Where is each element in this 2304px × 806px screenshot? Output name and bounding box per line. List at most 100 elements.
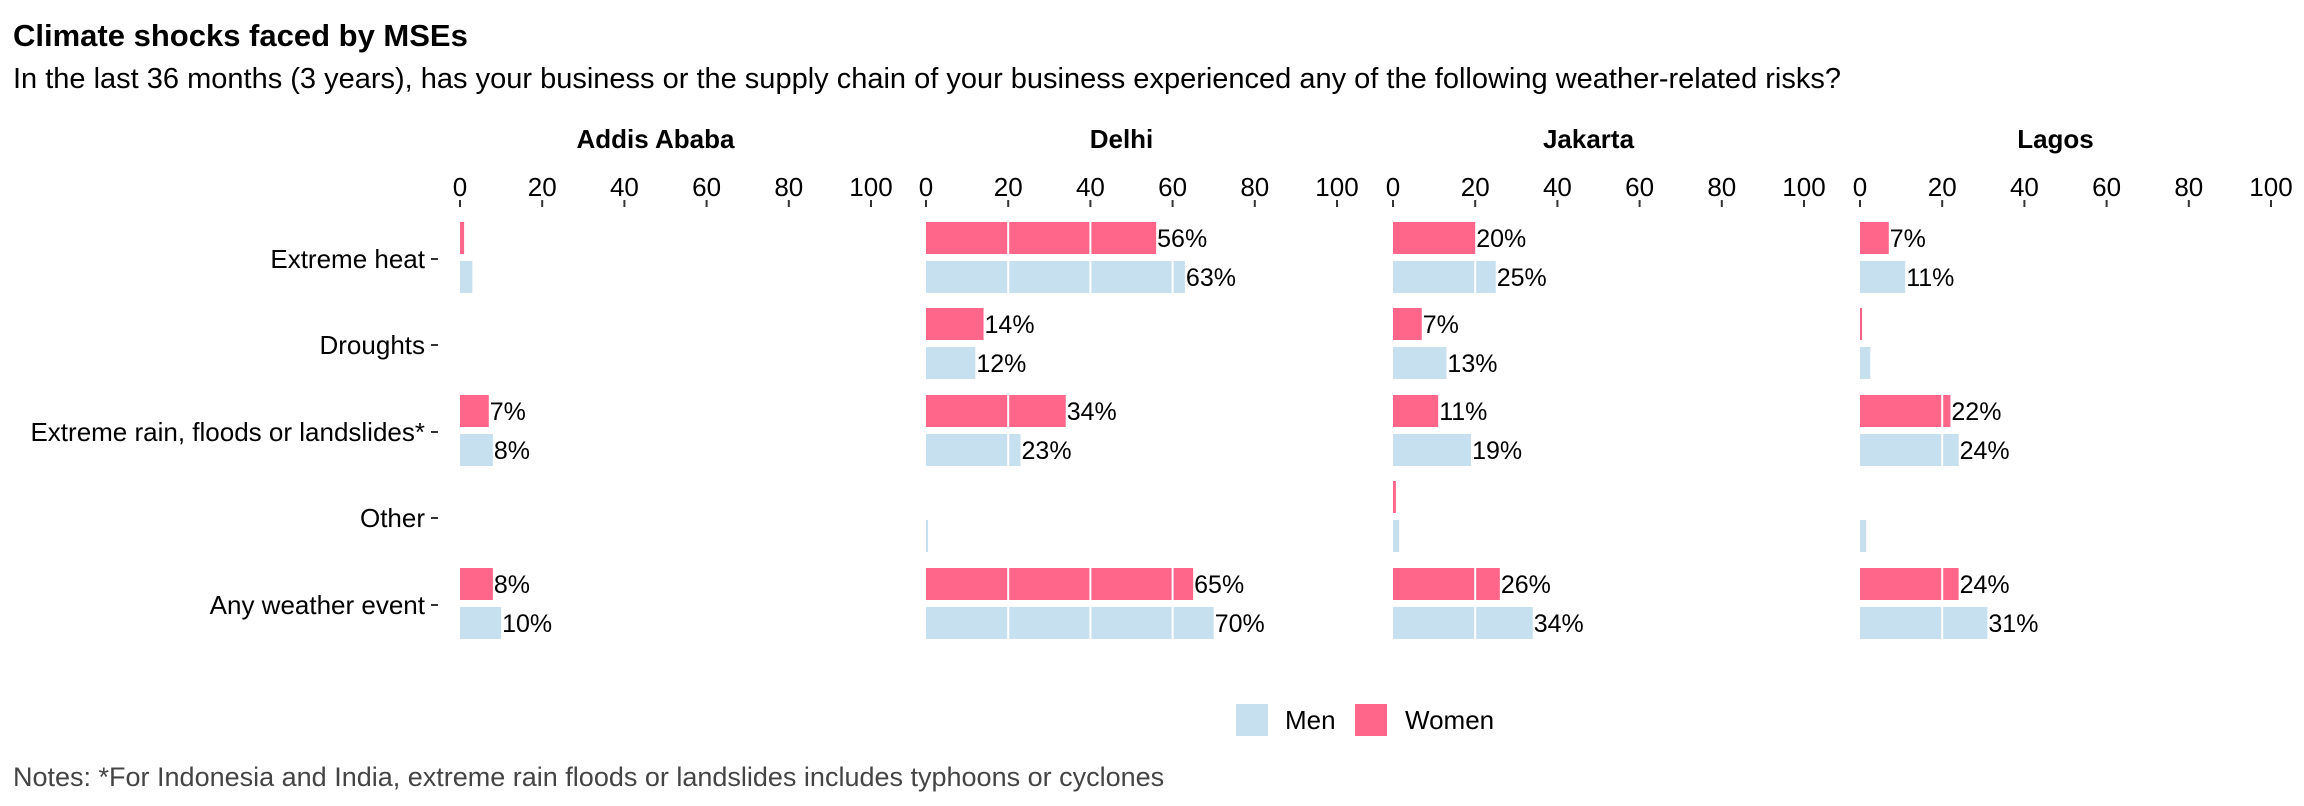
- bar-women: [1860, 568, 1959, 600]
- data-label: 34%: [1067, 398, 1117, 426]
- data-label: 11%: [1906, 264, 1954, 292]
- x-tick-label: 100: [849, 172, 892, 202]
- bar-women: [460, 395, 489, 427]
- bar-men: [1393, 520, 1400, 552]
- bar-men: [460, 607, 502, 639]
- data-label: 22%: [1951, 398, 2001, 426]
- legend-label: Men: [1285, 705, 1336, 735]
- x-tick-label: 40: [1076, 172, 1105, 202]
- data-label: 24%: [1960, 571, 2010, 599]
- data-label: 12%: [976, 350, 1026, 378]
- data-label: 25%: [1497, 264, 1547, 292]
- bar-women: [1393, 568, 1500, 600]
- bar-men: [926, 520, 929, 552]
- data-label: 70%: [1215, 610, 1265, 638]
- data-label: 31%: [1988, 610, 2038, 638]
- bar-men: [926, 607, 1214, 639]
- bar-men: [926, 434, 1021, 466]
- bar-men: [1393, 261, 1496, 293]
- x-tick-label: 40: [610, 172, 639, 202]
- x-tick-label: 60: [2092, 172, 2121, 202]
- x-tick-label: 60: [692, 172, 721, 202]
- bar-women: [926, 395, 1066, 427]
- x-tick-label: 0: [453, 172, 467, 202]
- data-label: 23%: [1022, 437, 1072, 465]
- x-tick-label: 80: [1240, 172, 1269, 202]
- bar-women: [1860, 222, 1889, 254]
- x-tick-label: 20: [528, 172, 557, 202]
- bar-men: [926, 347, 976, 379]
- data-label: 56%: [1157, 225, 1207, 253]
- data-label: 34%: [1534, 610, 1584, 638]
- data-label: 20%: [1476, 225, 1526, 253]
- legend-key-women: [1355, 704, 1387, 736]
- y-tick-label: Any weather event: [210, 590, 426, 620]
- x-tick-label: 100: [1315, 172, 1358, 202]
- x-tick-label: 80: [2174, 172, 2203, 202]
- bar-men: [1860, 347, 1871, 379]
- data-label: 10%: [502, 610, 552, 638]
- data-label: 63%: [1186, 264, 1236, 292]
- legend-key-men: [1236, 704, 1268, 736]
- bar-women: [926, 568, 1194, 600]
- data-label: 7%: [490, 398, 526, 426]
- data-label: 7%: [1890, 225, 1926, 253]
- x-tick-label: 100: [1782, 172, 1825, 202]
- bar-women: [460, 222, 465, 254]
- bar-men: [1860, 434, 1959, 466]
- bar-men: [1860, 607, 1988, 639]
- x-tick-label: 0: [919, 172, 933, 202]
- x-tick-label: 20: [1928, 172, 1957, 202]
- bar-men: [1393, 347, 1447, 379]
- chart-title: Climate shocks faced by MSEs: [13, 18, 468, 53]
- bar-men: [460, 261, 473, 293]
- data-label: 7%: [1423, 311, 1459, 339]
- data-label: 11%: [1439, 398, 1487, 426]
- bar-women: [1393, 222, 1476, 254]
- facet-label: Delhi: [1090, 124, 1154, 154]
- x-tick-label: 0: [1853, 172, 1867, 202]
- x-tick-label: 0: [1386, 172, 1400, 202]
- x-tick-label: 80: [774, 172, 803, 202]
- bar-women: [1393, 308, 1422, 340]
- y-tick-label: Other: [360, 503, 425, 533]
- data-label: 8%: [494, 437, 530, 465]
- x-tick-label: 20: [994, 172, 1023, 202]
- x-tick-label: 60: [1158, 172, 1187, 202]
- x-tick-label: 100: [2249, 172, 2292, 202]
- facet-label: Lagos: [2017, 124, 2094, 154]
- x-tick-label: 20: [1461, 172, 1490, 202]
- chart-subtitle: In the last 36 months (3 years), has you…: [13, 63, 1841, 95]
- bar-women: [926, 222, 1157, 254]
- data-label: 8%: [494, 571, 530, 599]
- legend-label: Women: [1405, 705, 1494, 735]
- x-tick-label: 40: [1543, 172, 1572, 202]
- x-tick-label: 40: [2010, 172, 2039, 202]
- bar-men: [1860, 261, 1906, 293]
- data-label: 26%: [1501, 571, 1551, 599]
- data-label: 24%: [1960, 437, 2010, 465]
- data-label: 65%: [1194, 571, 1244, 599]
- bar-women: [1393, 481, 1396, 513]
- y-tick-label: Extreme heat: [270, 244, 425, 274]
- bar-men: [1860, 520, 1867, 552]
- y-tick-label: Droughts: [320, 330, 426, 360]
- bar-women: [1860, 395, 1951, 427]
- bar-men: [926, 261, 1185, 293]
- bar-men: [1393, 434, 1472, 466]
- chart-notes: Notes: *For Indonesia and India, extreme…: [13, 762, 1165, 792]
- x-tick-label: 80: [1707, 172, 1736, 202]
- bar-women: [926, 308, 984, 340]
- bar-women: [1393, 395, 1439, 427]
- y-tick-label: Extreme rain, floods or landslides*: [30, 417, 425, 447]
- bar-women: [460, 568, 493, 600]
- data-label: 13%: [1447, 350, 1497, 378]
- x-tick-label: 60: [1625, 172, 1654, 202]
- bar-men: [1393, 607, 1533, 639]
- bar-men: [460, 434, 493, 466]
- data-label: 19%: [1472, 437, 1522, 465]
- data-label: 14%: [985, 311, 1035, 339]
- bar-women: [1860, 308, 1863, 340]
- facet-label: Addis Ababa: [577, 124, 735, 154]
